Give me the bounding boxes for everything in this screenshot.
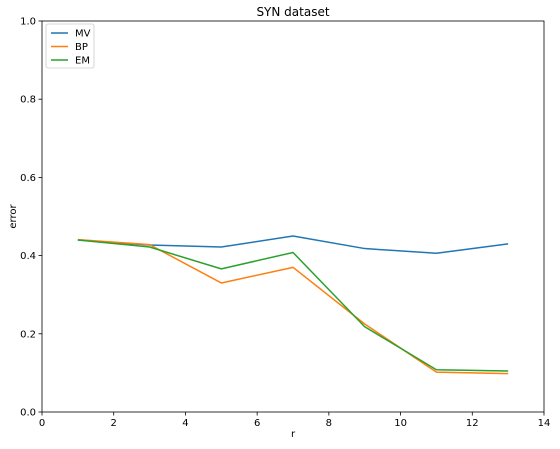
y-tick-label: 0.4 — [20, 251, 36, 262]
legend-box — [45, 23, 95, 69]
y-axis-label: error — [8, 204, 19, 229]
axes-frame — [41, 20, 545, 413]
plot-area — [77, 235, 509, 375]
x-tick-label: 12 — [466, 418, 479, 429]
legend-label-bp: BP — [75, 42, 88, 53]
legend-label-mv: MV — [75, 29, 91, 40]
x-axis-label: r — [291, 429, 296, 440]
y-axis: 0.0 0.2 0.4 0.6 0.8 1.0 — [20, 17, 42, 419]
x-tick-label: 10 — [394, 418, 407, 429]
series-line-bp — [77, 238, 509, 375]
x-tick-label: 8 — [326, 418, 332, 429]
x-axis: 0 2 4 6 8 10 12 14 — [39, 412, 551, 429]
x-tick-label: 6 — [254, 418, 260, 429]
x-tick-label: 2 — [111, 418, 117, 429]
x-tick-label: 0 — [39, 418, 45, 429]
legend: MV BP EM — [45, 23, 95, 69]
y-tick-label: 0.2 — [20, 329, 36, 340]
y-tick-label: 1.0 — [20, 17, 36, 28]
y-tick-label: 0.0 — [20, 408, 36, 419]
x-tick-label: 14 — [538, 418, 551, 429]
legend-label-em: EM — [75, 56, 90, 67]
series-line-em — [77, 239, 509, 372]
y-tick-label: 0.6 — [20, 173, 36, 184]
x-tick-label: 4 — [182, 418, 188, 429]
chart-title: SYN dataset — [256, 5, 329, 19]
y-tick-label: 0.8 — [20, 95, 36, 106]
